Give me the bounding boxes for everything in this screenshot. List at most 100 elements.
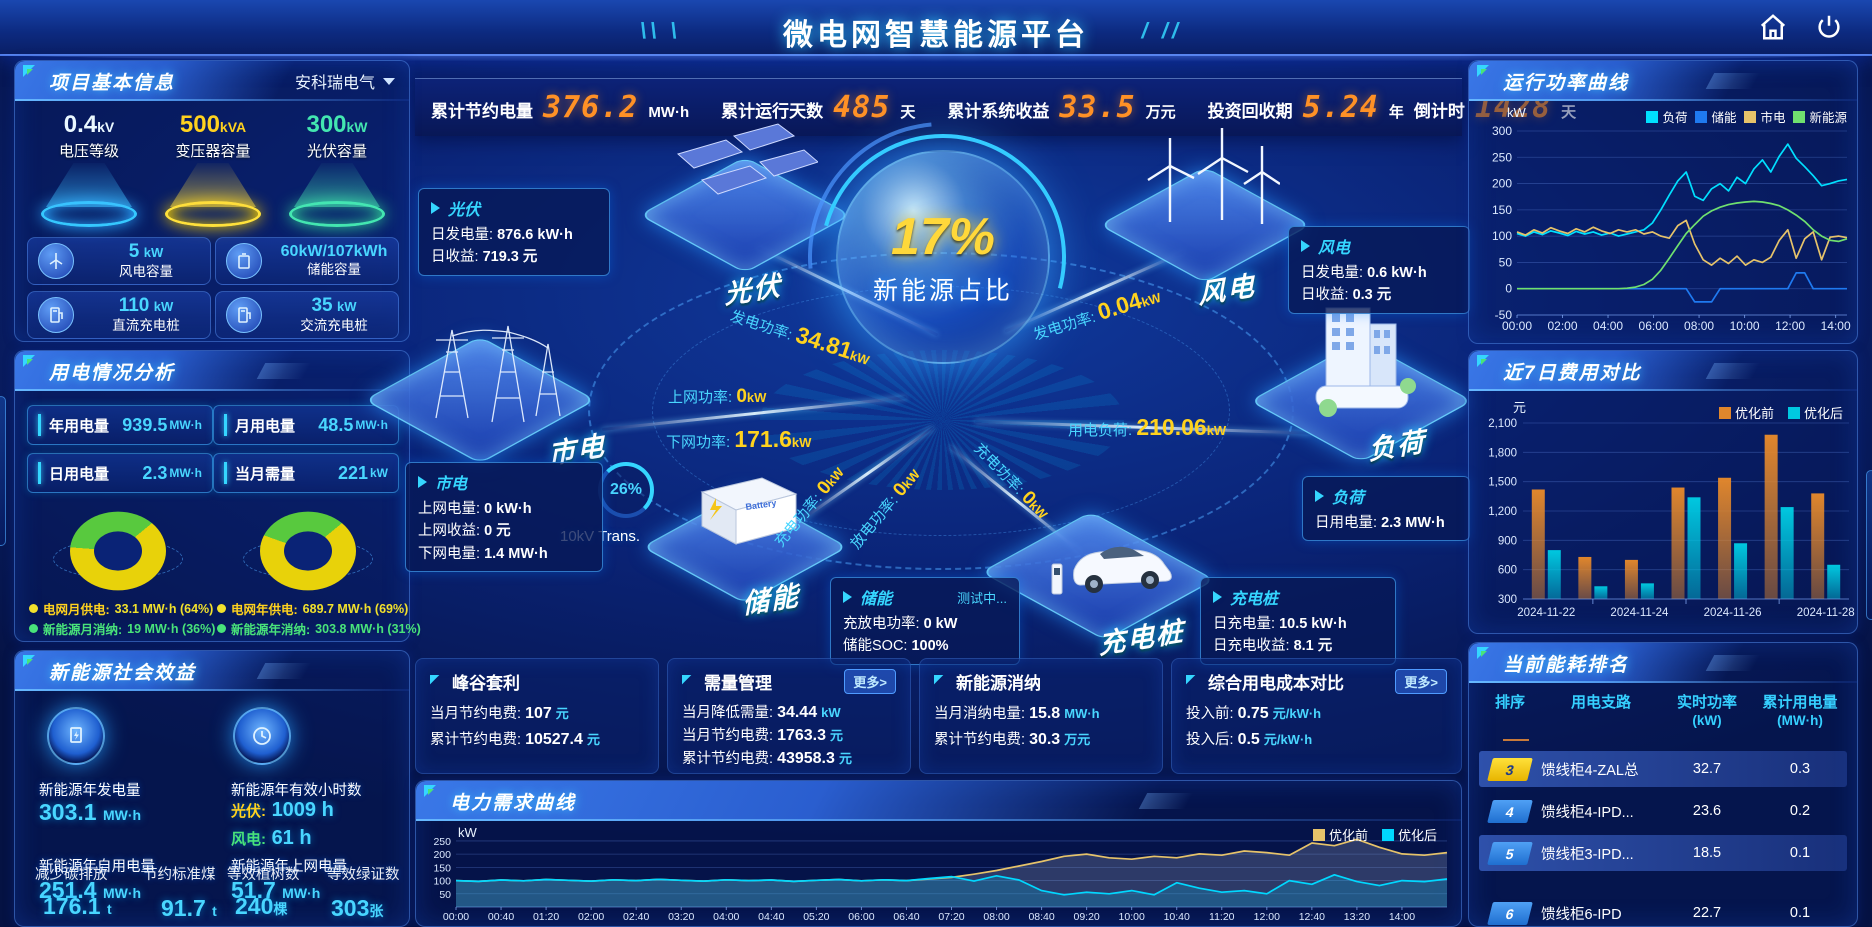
table-row[interactable]: 3 馈线柜4-ZAL总 32.7 0.3 <box>1479 751 1847 787</box>
benefit-trees-value: 240棵 <box>235 893 288 919</box>
generation-icon <box>47 707 105 765</box>
hours-clock-icon <box>233 707 291 765</box>
more-button[interactable]: 更多> <box>1395 669 1447 694</box>
legend-item[interactable]: 新能源 <box>1793 107 1847 126</box>
load-building-illustration <box>1315 307 1416 417</box>
benefit-co2-label: 减少碳排放 <box>35 867 108 883</box>
power-y-unit: kW <box>1507 105 1526 120</box>
benefit-cert-label: 等效绿证数 <box>327 867 400 883</box>
svg-text:50: 50 <box>1499 255 1513 269</box>
legend-swatch <box>1381 829 1394 841</box>
benefit-cert-value: 303张 <box>331 895 384 921</box>
demand-y-unit: kW <box>458 825 477 840</box>
legend-dot <box>217 604 226 613</box>
legend-swatch <box>1695 111 1708 123</box>
svg-text:04:00: 04:00 <box>713 911 739 923</box>
cost-legend: 优化前 优化后 <box>1718 403 1843 422</box>
panel-project-header: 项目基本信息 安科瑞电气 <box>15 61 409 101</box>
svg-text:300: 300 <box>1492 124 1512 138</box>
kpi-energy-saved: 累计节约电量 376.2 MW·h <box>431 90 690 125</box>
flow-load-power: 用电负荷: 210.06kW <box>1068 414 1227 440</box>
table-row[interactable]: 4 馈线柜4-IPD... 23.6 0.2 <box>1479 793 1847 829</box>
power-icon[interactable] <box>1814 12 1844 42</box>
svg-text:02:00: 02:00 <box>1548 319 1578 333</box>
card-wind-capacity: 5 kW 风电容量 <box>27 237 211 285</box>
edge-deco-left <box>0 396 6 546</box>
home-icon[interactable] <box>1758 12 1788 42</box>
benefit-co2-value: 176.1 t <box>43 893 112 919</box>
svg-text:14:00: 14:00 <box>1389 911 1415 923</box>
panel-corner-icon <box>1477 355 1495 378</box>
kpi-bar: 累计节约电量 376.2 MW·h 累计运行天数 485 天 累计系统收益 33… <box>415 78 1576 136</box>
node-label-wind: 风电 <box>1197 270 1257 310</box>
svg-text:10:00: 10:00 <box>1730 319 1760 333</box>
svg-text:12:40: 12:40 <box>1299 911 1325 923</box>
panel-demand-curve: 电力需求曲线 kW 优化前 优化后 50 100 150 200 250 00:00 00:… <box>415 780 1462 927</box>
donut-year <box>260 511 356 591</box>
cone-voltage: 0.4kV 电压等级 <box>33 111 145 227</box>
company-dropdown[interactable]: 安科瑞电气 <box>295 69 395 93</box>
renewable-share-value: 17% <box>890 208 996 266</box>
benefit-hours-pv: 光伏: 1009 h <box>231 799 334 821</box>
svg-text:2024-11-28: 2024-11-28 <box>1797 607 1855 619</box>
svg-text:04:40: 04:40 <box>758 911 784 923</box>
legend-item[interactable]: 优化前 <box>1312 825 1368 844</box>
power-curve-chart: -50 0 50 100 150 200 250 300 00:00 02:00 04:00 06:0… <box>1492 124 1851 333</box>
infobox-storage: 储能 测试中... 充放电功率: 0 kW 储能SOC: 100% <box>830 577 1020 665</box>
legend-swatch <box>1718 407 1731 419</box>
legend-item[interactable]: 储能 <box>1695 107 1736 126</box>
legend-item[interactable]: 优化后 <box>1787 403 1843 422</box>
panel-power-curve: 运行功率曲线 kW 负荷 储能 市电 新能源 -50 0 50 100 150 200 25… <box>1468 60 1858 344</box>
svg-text:01:20: 01:20 <box>533 911 559 923</box>
legend-item[interactable]: 优化后 <box>1381 825 1437 844</box>
table-row[interactable]: 6 馈线柜6-IPD 22.7 0.1 <box>1479 895 1847 926</box>
svg-text:150: 150 <box>433 862 451 874</box>
header-stripe <box>1139 793 1194 809</box>
cone-pv-capacity: 300kW 光伏容量 <box>281 111 393 227</box>
card-dc-charger: 110 kW 直流充电桩 <box>27 291 211 339</box>
panel-demand-header: 电力需求曲线 <box>416 781 1461 821</box>
app-header: \\ \ 微电网智慧能源平台 / // <box>0 0 1872 62</box>
svg-text:00:00: 00:00 <box>443 911 469 923</box>
svg-text:100: 100 <box>1492 229 1512 243</box>
ranking-header-underline <box>1503 739 1529 741</box>
svg-text:Battery: Battery <box>745 498 777 512</box>
legend-item[interactable]: 市电 <box>1744 107 1785 126</box>
header-stripe <box>1705 655 1761 671</box>
legend-item[interactable]: 负荷 <box>1646 107 1687 126</box>
legend-dot <box>29 624 38 633</box>
legend-renewable-year: 新能源年消纳: 303.8 MW·h (31%) <box>217 619 421 638</box>
header-stripe <box>1705 363 1761 379</box>
flow-wind-generation: 发电功率: 0.04kW <box>1031 286 1163 344</box>
ev-charger-icon <box>38 297 74 333</box>
header-stripe <box>1705 73 1761 89</box>
card-demand-mgmt: 需量管理 更多> 当月降低需量: 34.44 kW 当月节约电费: 1763.3… <box>667 658 911 774</box>
svg-text:900: 900 <box>1498 535 1517 547</box>
cone-transformer: 500kVA 变压器容量 <box>157 111 269 227</box>
svg-text:12:00: 12:00 <box>1775 319 1805 333</box>
wind-turbines-illustration <box>1147 128 1280 224</box>
card-ac-charger: 35 kW 交流充电桩 <box>215 291 399 339</box>
company-name: 安科瑞电气 <box>294 75 375 92</box>
header-stripe <box>256 663 311 679</box>
table-row[interactable]: 5 馈线柜3-IPD... 18.5 0.1 <box>1479 835 1847 871</box>
panel-cost-compare: 近7日费用对比 元 优化前 优化后 300 600 900 1,200 1,500 1,8… <box>1468 350 1858 634</box>
more-button[interactable]: 更多> <box>844 669 896 694</box>
svg-text:10:40: 10:40 <box>1164 911 1190 923</box>
panel-ranking-header: 当前能耗排名 <box>1469 643 1857 683</box>
benefit-gen-value: 303.1 MW·h <box>39 799 142 825</box>
svg-text:04:00: 04:00 <box>1593 319 1623 333</box>
arrow-icon <box>431 202 440 214</box>
legend-item[interactable]: 优化前 <box>1718 403 1774 422</box>
stat-month-demand: 当月需量 221 kW <box>213 453 399 493</box>
header-actions <box>1758 12 1844 42</box>
svg-text:2024-11-26: 2024-11-26 <box>1704 607 1762 619</box>
svg-text:600: 600 <box>1498 565 1517 577</box>
rank-badge: 5 <box>1487 841 1533 865</box>
stat-day-usage: 日用电量 2.3 MW·h <box>27 453 213 493</box>
svg-text:250: 250 <box>1492 150 1512 164</box>
legend-grid-month: 电网月供电: 33.1 MW·h (64%) <box>29 599 213 618</box>
legend-swatch <box>1646 111 1659 123</box>
battery-container-illustration: Battery <box>700 477 798 545</box>
svg-text:14:00: 14:00 <box>1821 319 1851 333</box>
